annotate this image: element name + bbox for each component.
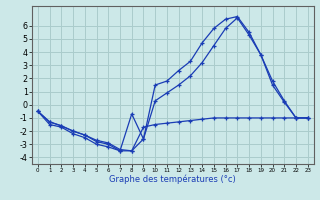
X-axis label: Graphe des températures (°c): Graphe des températures (°c) bbox=[109, 175, 236, 184]
